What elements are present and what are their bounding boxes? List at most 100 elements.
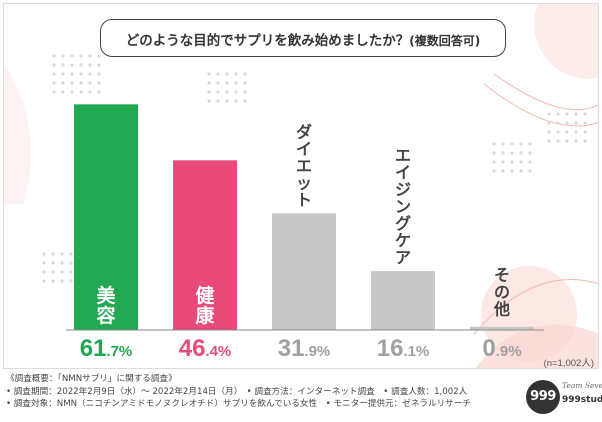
decor-dot bbox=[70, 63, 74, 67]
decor-dot bbox=[42, 279, 46, 283]
decor-dot bbox=[52, 72, 56, 76]
decorative-background bbox=[4, 4, 598, 368]
decor-dot bbox=[501, 142, 505, 146]
decor-dot bbox=[60, 279, 64, 283]
decor-dot bbox=[79, 63, 83, 67]
decor-dot bbox=[97, 81, 101, 85]
decor-dot bbox=[528, 151, 532, 155]
value-label: 61.7% bbox=[80, 335, 133, 362]
value-label: 16.1% bbox=[377, 335, 430, 362]
decor-dot bbox=[225, 99, 229, 103]
decor-dot bbox=[69, 279, 73, 283]
decor-dot bbox=[216, 81, 220, 85]
decor-dot bbox=[565, 130, 569, 134]
decor-dot bbox=[216, 90, 220, 94]
decor-dot bbox=[528, 142, 532, 146]
question-sub: (複数回答可) bbox=[409, 34, 481, 48]
footer-line-3: • 調査対象：NMN（ニコチンアミドモノヌクレオチド）サプリを飲んでいる女性 •… bbox=[6, 399, 471, 410]
decor-dot bbox=[97, 63, 101, 67]
decor-dot bbox=[207, 81, 211, 85]
decor-dot bbox=[243, 90, 247, 94]
decor-dot bbox=[69, 270, 73, 274]
decor-dot bbox=[519, 160, 523, 164]
decor-dot bbox=[207, 90, 211, 94]
decor-dot bbox=[547, 121, 551, 125]
decor-dot bbox=[225, 90, 229, 94]
decor-dot bbox=[243, 81, 247, 85]
decor-dot bbox=[556, 112, 560, 116]
logo-name: 999studio bbox=[562, 395, 602, 405]
decor-dot bbox=[574, 130, 578, 134]
decor-dot bbox=[42, 270, 46, 274]
decor-dot bbox=[583, 112, 587, 116]
decor-dot bbox=[51, 279, 55, 283]
decor-dot bbox=[556, 130, 560, 134]
decor-dot bbox=[547, 112, 551, 116]
decor-dot bbox=[510, 169, 514, 173]
decor-dot bbox=[70, 81, 74, 85]
decor-dot bbox=[519, 151, 523, 155]
decor-dot bbox=[225, 72, 229, 76]
bar-4 bbox=[470, 326, 534, 330]
sample-size-note: (n=1,002人) bbox=[544, 358, 594, 369]
decor-dot bbox=[70, 54, 74, 58]
decor-dot bbox=[583, 121, 587, 125]
decor-dot bbox=[79, 90, 83, 94]
decor-dot bbox=[216, 72, 220, 76]
chart-card: 美容 健康 ダイエット エイジングケア その他 61.7% 46.4% 31.9% 16.1%… bbox=[3, 3, 599, 369]
decor-dot bbox=[501, 160, 505, 164]
decor-dot bbox=[510, 151, 514, 155]
category-label: その他 bbox=[493, 266, 510, 319]
decor-dot bbox=[565, 139, 569, 143]
decor-dot bbox=[207, 99, 211, 103]
decor-dot bbox=[492, 142, 496, 146]
question-text: どのような目的でサプリを飲み始めましたか？(複数回答可) bbox=[101, 29, 505, 49]
decor-dot bbox=[51, 252, 55, 256]
decor-dot bbox=[207, 72, 211, 76]
decor-dot bbox=[79, 72, 83, 76]
question-bubble: どのような目的でサプリを飲み始めましたか？(複数回答可) bbox=[100, 19, 506, 57]
decor-dot bbox=[88, 54, 92, 58]
decor-dot bbox=[52, 81, 56, 85]
decor-dot bbox=[69, 252, 73, 256]
decor-dot bbox=[519, 169, 523, 173]
value-label: 46.4% bbox=[179, 335, 232, 362]
decor-dot bbox=[216, 99, 220, 103]
decor-dot bbox=[565, 121, 569, 125]
value-label: 31.9% bbox=[278, 335, 331, 362]
decor-dot bbox=[574, 112, 578, 116]
decor-dot bbox=[52, 54, 56, 58]
decor-dot bbox=[243, 99, 247, 103]
decor-dot bbox=[492, 169, 496, 173]
decor-dot bbox=[60, 270, 64, 274]
decor-dot bbox=[88, 90, 92, 94]
decor-dot bbox=[60, 252, 64, 256]
category-label: 健康 bbox=[195, 284, 215, 327]
decor-dot bbox=[70, 90, 74, 94]
category-label: エイジングケア bbox=[395, 146, 411, 267]
decor-dot bbox=[225, 81, 229, 85]
bar-0 bbox=[74, 104, 138, 331]
decor-dot bbox=[70, 72, 74, 76]
decor-dot bbox=[51, 270, 55, 274]
decor-dot bbox=[556, 121, 560, 125]
decor-dot bbox=[79, 81, 83, 85]
decor-dot bbox=[61, 72, 65, 76]
decor-dot bbox=[52, 63, 56, 67]
decor-dot bbox=[234, 90, 238, 94]
decor-dot bbox=[88, 81, 92, 85]
decor-dot bbox=[97, 72, 101, 76]
decor-dot bbox=[510, 160, 514, 164]
decor-dot bbox=[519, 142, 523, 146]
decor-dot bbox=[234, 81, 238, 85]
decor-dot bbox=[61, 54, 65, 58]
decor-dot bbox=[501, 169, 505, 173]
decor-dot bbox=[69, 261, 73, 265]
decor-dot bbox=[492, 151, 496, 155]
decor-dot bbox=[556, 139, 560, 143]
decor-dot bbox=[528, 169, 532, 173]
footer-line-1: 《調査概要：「NMNサプリ」に関する調査》 bbox=[6, 374, 177, 384]
decor-dot bbox=[234, 99, 238, 103]
bar-1 bbox=[173, 160, 237, 330]
value-label: 0.9% bbox=[482, 335, 521, 362]
